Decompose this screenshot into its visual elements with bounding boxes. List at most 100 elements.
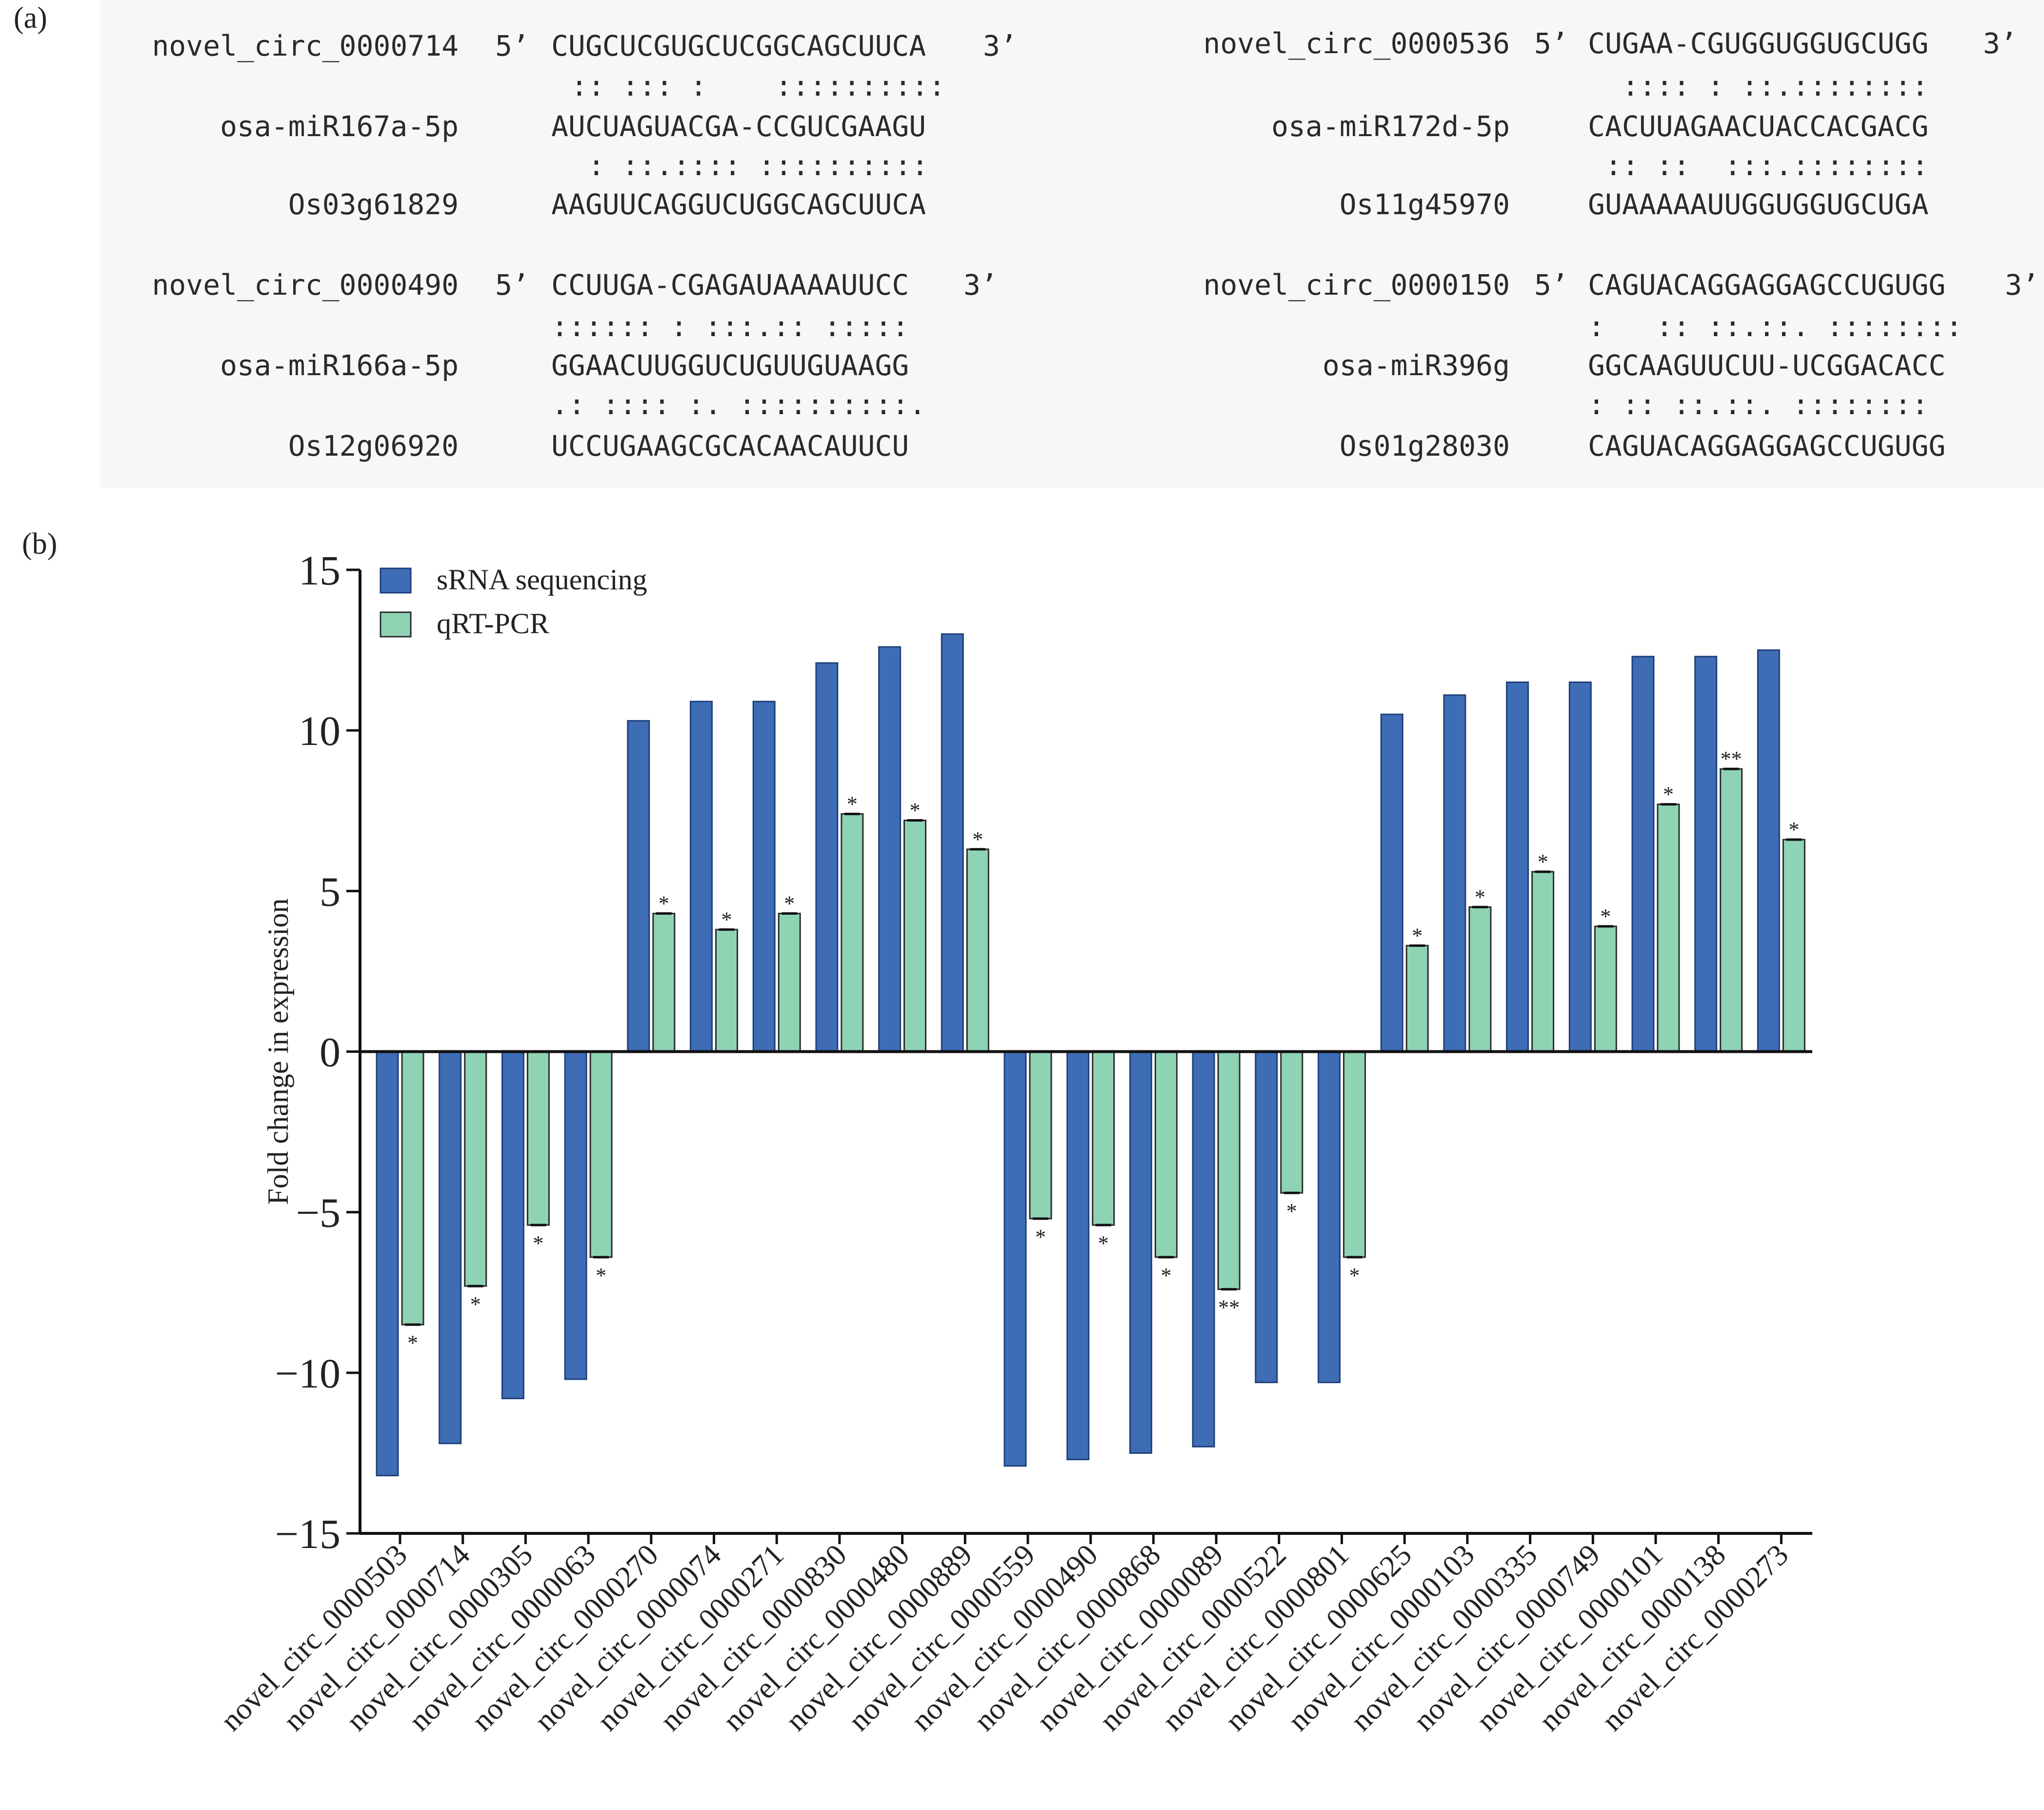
significance-label: * <box>1600 905 1611 928</box>
bar-srna-sequencing <box>1506 681 1529 1052</box>
bar-qrt-pcr <box>1468 906 1492 1052</box>
axes-layer: novel_circ_0000503novel_circ_0000714nove… <box>214 547 1812 1737</box>
bar-qrt-pcr <box>1594 925 1617 1052</box>
bar-srna-sequencing <box>627 720 650 1052</box>
gene-sequence: GUAAAAAUUGGUGGUGCUGA <box>1588 188 1929 221</box>
bar-srna-sequencing <box>690 701 713 1052</box>
mirna-sequence: GGAACUUGGUCUGUUGUAAGG <box>551 349 909 382</box>
significance-label: * <box>847 792 858 816</box>
significance-label: * <box>533 1231 543 1255</box>
bar-qrt-pcr <box>526 1051 550 1226</box>
mirna-name: osa-miR166a-5p <box>220 349 459 382</box>
legend: sRNA sequencing qRT-PCR <box>380 563 647 640</box>
bar-srna-sequencing <box>815 662 839 1052</box>
bar-qrt-pcr <box>1154 1051 1178 1258</box>
legend-swatch-srna <box>380 567 412 594</box>
match-line-2: : ::.:::: :::::::::: <box>571 149 929 182</box>
bar-qrt-pcr <box>1092 1051 1115 1226</box>
bar-srna-sequencing <box>1757 649 1780 1053</box>
significance-label: * <box>659 891 669 915</box>
significance-label: * <box>910 799 921 823</box>
significance-label: * <box>1538 850 1548 874</box>
bar-srna-sequencing <box>752 701 776 1052</box>
three-prime-label: 3’ <box>983 29 1017 62</box>
bar-srna-sequencing <box>1380 713 1403 1052</box>
sequence-alignment-panel: novel_circ_0000714 5’ CUGCUCGUGCUCGGCAGC… <box>100 0 2044 488</box>
bar-qrt-pcr <box>401 1051 424 1326</box>
y-tick-label: −15 <box>275 1510 341 1557</box>
bar-qrt-pcr <box>1343 1051 1366 1258</box>
bar-qrt-pcr <box>1029 1051 1052 1220</box>
bar-srna-sequencing <box>501 1051 524 1399</box>
bar-qrt-pcr <box>652 912 676 1053</box>
three-prime-label: 3’ <box>963 268 998 302</box>
bar-srna-sequencing <box>878 646 902 1052</box>
significance-label: * <box>596 1264 606 1287</box>
circ-sequence: CAGUACAGGAGGAGCCUGUGG <box>1588 268 1946 302</box>
bar-qrt-pcr <box>1280 1051 1303 1194</box>
significance-label: * <box>1788 818 1799 842</box>
bar-srna-sequencing <box>564 1051 587 1380</box>
gene-name: Os01g28030 <box>1339 429 1510 463</box>
significance-label: * <box>972 827 983 851</box>
y-tick-label: −5 <box>296 1189 341 1236</box>
match-line-1: :::: : ::.:::::::: <box>1588 69 1929 102</box>
significance-label: * <box>1663 783 1674 806</box>
y-tick-label: 0 <box>320 1029 341 1076</box>
significance-label: ** <box>1218 1296 1240 1320</box>
y-axis-label: Fold change in expression <box>262 898 294 1205</box>
bar-qrt-pcr <box>715 928 738 1052</box>
five-prime-label: 5’ <box>1534 268 1568 302</box>
legend-label-qrt-pcr: qRT-PCR <box>437 607 549 640</box>
gene-sequence: AAGUUCAGGUCUGGCAGCUUCA <box>551 188 926 221</box>
y-tick-label: 10 <box>299 707 341 754</box>
y-tick-label: −10 <box>275 1350 341 1397</box>
bar-qrt-pcr <box>841 813 864 1052</box>
panel-b-label: (b) <box>22 527 58 561</box>
significance-label: * <box>1035 1225 1046 1249</box>
significance-label: * <box>407 1331 418 1355</box>
bar-srna-sequencing <box>941 633 964 1052</box>
bar-srna-sequencing <box>1631 656 1655 1052</box>
bar-srna-sequencing <box>1003 1051 1027 1467</box>
legend-label-srna: sRNA sequencing <box>437 563 647 596</box>
mirna-sequence: GGCAAGUUCUU-UCGGACACC <box>1588 349 1946 382</box>
significance-label: * <box>1098 1231 1109 1255</box>
three-prime-label: 3’ <box>1983 27 2017 60</box>
bar-srna-sequencing <box>1129 1051 1152 1454</box>
significance-label: ** <box>1721 747 1742 771</box>
circ-name: novel_circ_0000490 <box>152 268 459 302</box>
bar-qrt-pcr <box>1782 839 1805 1052</box>
circ-sequence: CUGCUCGUGCUCGGCAGCUUCA <box>551 29 926 62</box>
circ-name: novel_circ_0000150 <box>1203 268 1510 302</box>
bar-qrt-pcr <box>1405 945 1429 1052</box>
gene-name: Os12g06920 <box>288 429 459 463</box>
match-line-1: :::::: : :::.:: ::::: <box>551 310 909 343</box>
bar-qrt-pcr <box>778 912 801 1053</box>
match-line-1: :: ::: : :::::::::: <box>571 69 946 102</box>
gene-name: Os03g61829 <box>288 188 459 221</box>
fold-change-bar-chart: ******** *** ************** novel_circ_000… <box>214 547 1812 1737</box>
bar-qrt-pcr <box>589 1051 613 1258</box>
significance-label: * <box>1286 1199 1297 1223</box>
bar-srna-sequencing <box>1192 1051 1215 1448</box>
significance-label: * <box>470 1292 481 1316</box>
gene-sequence: UCCUGAAGCGCACAACAUUCU <box>551 429 909 463</box>
bar-qrt-pcr <box>1720 768 1743 1052</box>
legend-swatch-qrt-pcr <box>380 611 412 638</box>
y-tick-label: 15 <box>299 547 341 594</box>
bars-layer: ******** *** ************** <box>376 633 1805 1476</box>
significance-label: * <box>784 891 795 915</box>
bar-qrt-pcr <box>1531 871 1555 1052</box>
significance-label: * <box>1412 924 1423 947</box>
bar-srna-sequencing <box>439 1051 462 1445</box>
bar-qrt-pcr <box>464 1051 487 1287</box>
match-line-2: : :: ::.::. :::::::: <box>1588 388 1929 421</box>
bar-srna-sequencing <box>1694 656 1718 1052</box>
mirna-sequence: AUCUAGUACGA-CCGUCGAAGU <box>551 110 926 143</box>
panel-a-label: (a) <box>14 1 47 35</box>
mirna-name: osa-miR167a-5p <box>220 110 459 143</box>
bar-srna-sequencing <box>1568 681 1592 1052</box>
circ-sequence: CCUUGA-CGAGAUAAAAUUCC <box>551 268 909 302</box>
bar-srna-sequencing <box>1318 1051 1341 1384</box>
